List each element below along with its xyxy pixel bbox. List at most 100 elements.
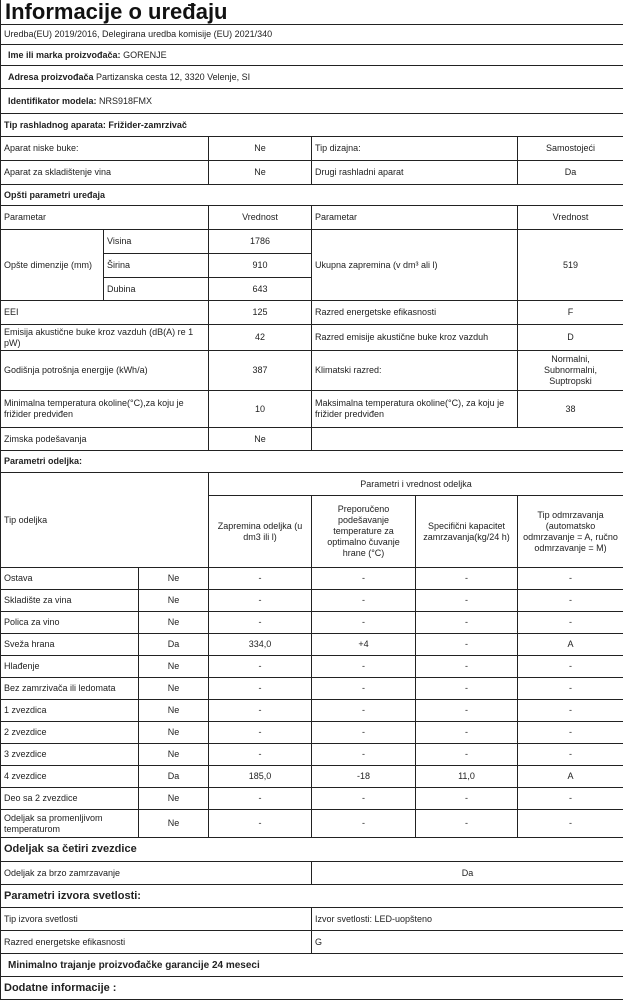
compartment-name: Ostava	[0, 567, 139, 590]
compartment-present: Ne	[138, 567, 209, 590]
width-label: Širina	[103, 253, 209, 278]
low-noise-value: Ne	[208, 136, 312, 161]
compartment-temp: -	[311, 721, 416, 744]
compartment-row: 3 zvezdice Ne - - - -	[0, 743, 623, 766]
compartment-volume: -	[208, 809, 312, 838]
compartment-volume: 334,0	[208, 633, 312, 656]
appliance-type: Tip rashladnog aparata: Frižider-zamrziv…	[0, 113, 623, 137]
four-star-heading: Odeljak sa četiri zvezdice	[0, 837, 623, 862]
dimensions-label: Opšte dimenzije (mm)	[0, 229, 104, 301]
compartment-volume: -	[208, 721, 312, 744]
min-temp-label: Minimalna temperatura okoline(°C),za koj…	[0, 390, 209, 428]
compartment-row: Deo sa 2 zvezdice Ne - - - -	[0, 787, 623, 810]
compartment-name: 2 zvezdice	[0, 721, 139, 744]
noise-label: Emisija akustične buke kroz vazduh (dB(A…	[0, 324, 209, 351]
compartment-defrost: -	[516, 809, 623, 838]
compartment-defrost: -	[516, 655, 623, 678]
compartment-volume: -	[208, 743, 312, 766]
total-volume-value: 519	[516, 229, 623, 301]
fast-freeze-value: Da	[310, 861, 623, 885]
depth-label: Dubina	[103, 277, 209, 301]
col-defrost: Tip odmrzavanja (automatsko odmrzavanje …	[516, 495, 623, 568]
compartment-volume: -	[208, 677, 312, 700]
compartment-defrost: -	[516, 743, 623, 766]
compartment-capacity: -	[415, 655, 518, 678]
compartment-capacity: -	[415, 699, 518, 722]
eei-label: EEI	[0, 300, 209, 325]
winter-label: Zimska podešavanja	[0, 427, 209, 451]
compartment-group-header: Parametri i vrednost odeljka	[207, 472, 623, 496]
compartment-temp: -	[311, 567, 416, 590]
model-value: NRS918FMX	[99, 95, 153, 106]
compartment-row: 2 zvezdice Ne - - - -	[0, 721, 623, 744]
fast-freeze-label: Odeljak za brzo zamrzavanje	[0, 861, 312, 885]
compartment-name: Deo sa 2 zvezdice	[0, 787, 139, 810]
max-temp-label: Maksimalna temperatura okoline(°C), za k…	[311, 390, 518, 428]
compartment-row: Polica za vino Ne - - - -	[0, 611, 623, 634]
climate-value: Normalni, Subnormalni, Suptropski	[516, 350, 623, 391]
compartment-name: 4 zvezdice	[0, 765, 139, 788]
col-compartment-type: Tip odeljka	[0, 472, 209, 568]
compartment-temp: -	[311, 809, 416, 838]
light-class-value: G	[310, 930, 623, 954]
model-label: Identifikator modela:	[8, 95, 97, 106]
wine-label: Aparat za skladištenje vina	[0, 160, 209, 185]
warranty: Minimalno trajanje proizvođačke garancij…	[0, 953, 623, 977]
compartment-defrost: -	[516, 567, 623, 590]
compartment-row: Odeljak sa promenljivom temperaturom Ne - -…	[0, 809, 623, 838]
compartment-row: Ostava Ne - - - -	[0, 567, 623, 590]
general-heading: Opšti parametri uređaja	[0, 184, 623, 206]
compartment-row: Bez zamrzivača ili ledomata Ne - - - -	[0, 677, 623, 700]
col-value: Vrednost	[208, 205, 312, 230]
compartment-present: Ne	[138, 611, 209, 634]
col-value-2: Vrednost	[516, 205, 623, 230]
compartment-row: Hlađenje Ne - - - -	[0, 655, 623, 678]
col-param: Parametar	[0, 205, 209, 230]
compartment-defrost: -	[516, 699, 623, 722]
winter-value: Ne	[208, 427, 312, 451]
compartment-capacity: -	[415, 589, 518, 612]
noise-value: 42	[208, 324, 312, 351]
compartment-name: Skladište za vina	[0, 589, 139, 612]
address-value: Partizanska cesta 12, 3320 Velenje, SI	[96, 71, 251, 82]
manufacturer-value: GORENJE	[123, 49, 167, 60]
compartment-capacity: -	[415, 633, 518, 656]
compartment-volume: -	[208, 655, 312, 678]
compartment-capacity: -	[415, 743, 518, 766]
light-type-label: Tip izvora svetlosti	[0, 907, 312, 931]
compartment-defrost: -	[516, 611, 623, 634]
col-param-2: Parametar	[311, 205, 518, 230]
compartment-present: Ne	[138, 699, 209, 722]
compartment-name: 3 zvezdice	[0, 743, 139, 766]
compartment-capacity: -	[415, 567, 518, 590]
energy-class-value: F	[516, 300, 623, 325]
compartment-present: Ne	[138, 677, 209, 700]
compartment-volume: -	[208, 611, 312, 634]
compartment-capacity: 11,0	[415, 765, 518, 788]
noise-class-label: Razred emisije akustične buke kroz vazdu…	[311, 324, 518, 351]
compartment-present: Ne	[138, 721, 209, 744]
col-capacity: Specifični kapacitet zamrzavanja(kg/24 h…	[415, 495, 518, 568]
other-value: Da	[516, 160, 623, 185]
light-class-label: Razred energetske efikasnosti	[0, 930, 312, 954]
compartment-name: Hlađenje	[0, 655, 139, 678]
total-volume-label: Ukupna zapremina (v dm³ ali l)	[311, 229, 518, 301]
compartment-capacity: -	[415, 809, 518, 838]
width-value: 910	[208, 253, 312, 278]
compartment-defrost: -	[516, 589, 623, 612]
empty-cell	[310, 427, 623, 451]
compartment-present: Ne	[138, 655, 209, 678]
wine-value: Ne	[208, 160, 312, 185]
climate-label: Klimatski razred:	[311, 350, 518, 391]
compartment-defrost: A	[516, 633, 623, 656]
compartment-temp: +4	[311, 633, 416, 656]
min-temp-value: 10	[208, 390, 312, 428]
compartment-temp: -	[311, 743, 416, 766]
depth-value: 643	[208, 277, 312, 301]
compartment-present: Ne	[138, 809, 209, 838]
height-value: 1786	[208, 229, 312, 254]
compartment-temp: -	[311, 787, 416, 810]
compartments-heading: Parametri odeljka:	[0, 450, 623, 473]
compartment-name: Bez zamrzivača ili ledomata	[0, 677, 139, 700]
